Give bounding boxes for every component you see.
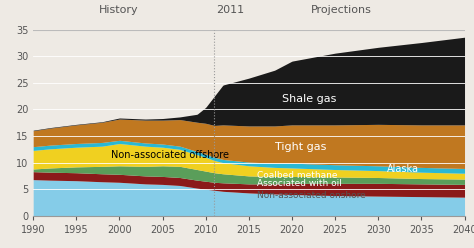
Text: Non-associated offshore: Non-associated offshore (111, 150, 229, 160)
Text: Shale gas: Shale gas (282, 94, 337, 104)
Text: History: History (99, 5, 138, 15)
Text: Associated with oil: Associated with oil (257, 179, 342, 188)
Text: Non-associated onshore: Non-associated onshore (257, 191, 366, 200)
Text: Tight gas: Tight gas (275, 142, 326, 152)
Text: 2011: 2011 (216, 5, 244, 15)
Text: Projections: Projections (311, 5, 372, 15)
Text: Alaska: Alaska (387, 164, 419, 174)
Text: Coalbed methane: Coalbed methane (257, 171, 338, 180)
